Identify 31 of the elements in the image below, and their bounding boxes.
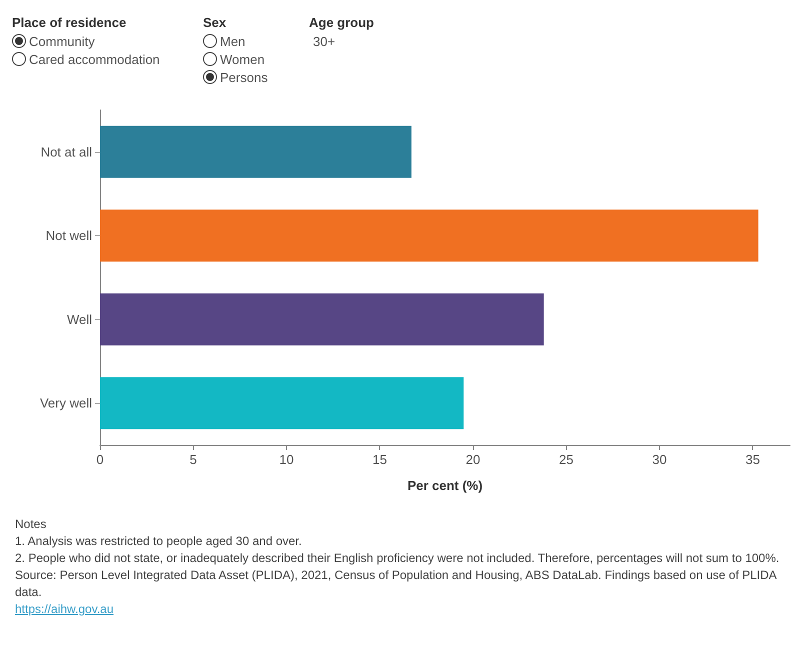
source-note: Source: Person Level Integrated Data Asset (PLIDA), 2021, Census of Population and Housing, ABS DataLab. Findings based on use of PLIDA data. [15, 567, 778, 601]
text: Cared accommodation [29, 52, 160, 66]
y-tick-label: Well [66, 312, 92, 327]
text: https://aihw.gov.au [15, 601, 115, 618]
text: Men [220, 34, 246, 48]
text: Community [29, 34, 95, 48]
y-tick-label: Not at all [40, 144, 92, 160]
y-tick-label: Very well [40, 396, 92, 411]
x-tick-label: 15 [372, 452, 387, 467]
text: Age group [309, 15, 374, 30]
y-tick-label: Not well [46, 228, 92, 244]
text: 1. Analysis was restricted to people aged 30 and over. [15, 533, 303, 550]
bar [100, 126, 412, 178]
text: Sex [203, 15, 228, 30]
x-tick-label: 35 [745, 452, 760, 467]
bar [100, 210, 758, 262]
text: Persons [220, 70, 268, 84]
text: 30+ [313, 34, 336, 48]
x-tick-label: 10 [279, 452, 294, 467]
x-tick-label: 0 [96, 452, 104, 467]
text: Notes [15, 516, 48, 533]
x-tick-label: 5 [190, 452, 197, 467]
bar [100, 377, 464, 430]
x-tick-label: 20 [466, 452, 480, 467]
bar [100, 293, 544, 346]
x-axis-title: Per cent (%) [407, 478, 483, 493]
text: Women [220, 52, 265, 66]
text: 2. People who did not state, or inadequately described their English proficiency were not included. Therefore, percentages will not sum to 100%. [15, 550, 780, 567]
x-tick-label: 30 [652, 452, 667, 467]
x-tick-label: 25 [558, 452, 574, 467]
text: Place of residence [12, 15, 128, 30]
